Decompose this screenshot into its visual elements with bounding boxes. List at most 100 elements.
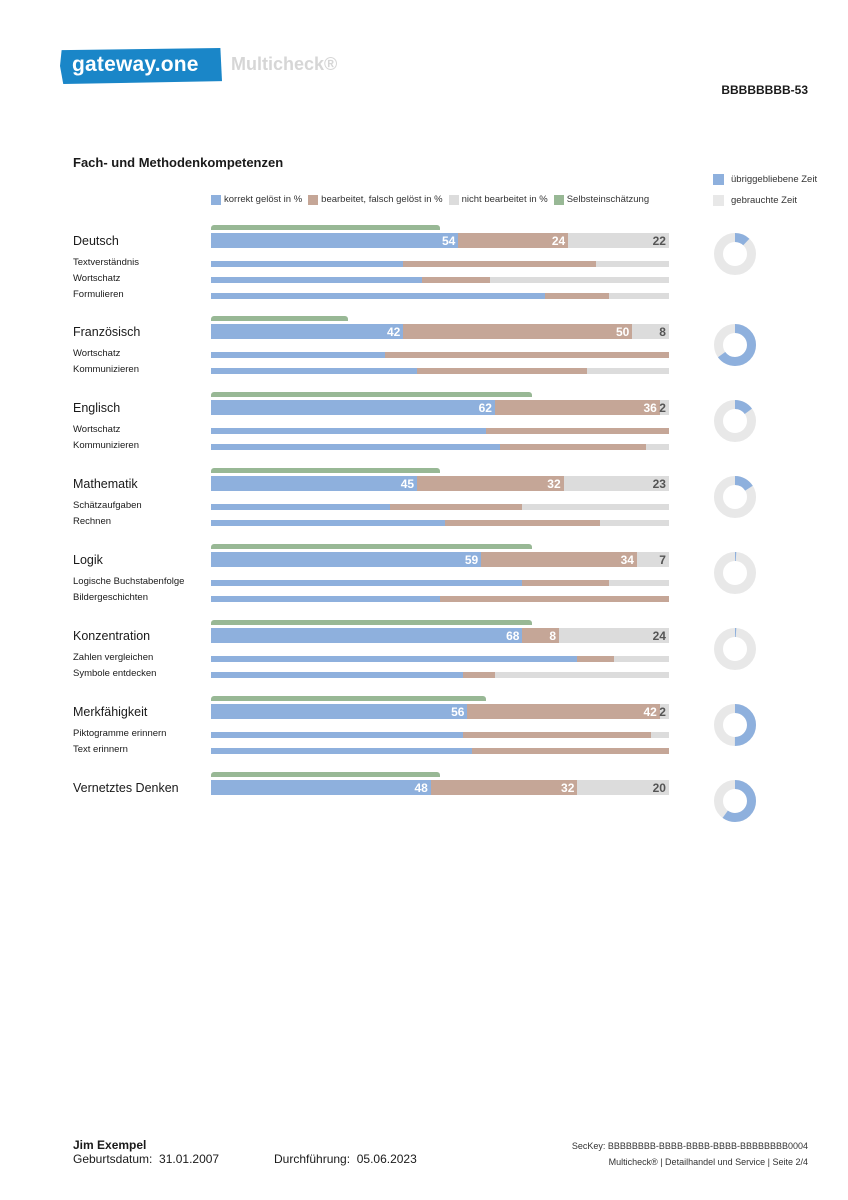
subject-logik-sub-bildergeschichten-wrong-segment [440,596,669,602]
legend-time-used: gebrauchte Zeit [713,195,797,206]
subject-logik-bar: 59 34 7 [211,552,669,567]
subject-mathematik-correct-segment: 45 [211,476,418,491]
subject-merkfähigkeit-sub-text-erinnern-bar [211,748,669,754]
subject-merkfähigkeit-bar: 56 42 2 [211,704,669,719]
logo-text: gateway.one [72,53,199,76]
subject-konzentration-wrong-segment: 8 [522,628,560,643]
subject-deutsch-sub-formulieren-wrong-segment [545,293,610,299]
subject-französisch-sub-wortschatz-label: Wortschatz [73,348,121,359]
birth-date-value: 31.01.2007 [159,1152,220,1166]
legend-not-done: nicht bearbeitet in % [448,194,548,205]
subject-deutsch-sub-formulieren-label: Formulieren [73,289,124,300]
chart-legend: korrekt gelöst in % bearbeitet, falsch g… [211,194,655,205]
subject-französisch-sub-kommunizieren-wrong-segment [417,368,587,374]
legend-wrong-label: bearbeitet, falsch gelöst in % [321,194,443,205]
subject-konzentration-self-assessment-bar [211,620,532,625]
subject-englisch-sub-kommunizieren-bar [211,444,669,450]
subject-mathematik-label: Mathematik [73,477,138,491]
legend-correct-label: korrekt gelöst in % [224,194,303,205]
subject-merkfähigkeit-sub-piktogramme-erinnern-wrong-segment [462,732,651,738]
subject-konzentration-sub-symbole-entdecken-bar [211,672,669,678]
subject-mathematik-sub-rechnen-correct-segment [211,520,445,526]
subject-französisch-sub-kommunizieren-correct-segment [211,368,418,374]
subject-logik-sub-logische-buchstabenfolge-wrong-segment [522,580,610,586]
subject-logik-wrong-value: 34 [620,552,634,567]
subject-englisch-wrong-segment: 36 [494,400,660,415]
subject-mathematik-wrong-value: 32 [547,476,561,491]
subject-deutsch-sub-textverständnis-label: Textverständnis [73,257,140,268]
execution-date-label: Durchführung: [274,1152,351,1166]
subject-mathematik-time-donut [714,476,756,518]
subject-französisch-self-assessment-bar [211,316,349,321]
legend-swatch-time-used [713,195,724,206]
subject-mathematik-sub-schätzaufgaben-bar [211,504,669,510]
subject-englisch-self-assessment-bar [211,392,532,397]
subject-mathematik-not-done-segment: 23 [563,476,669,491]
subject-merkfähigkeit-sub-piktogramme-erinnern-correct-segment [211,732,463,738]
legend-time-left: übriggebliebene Zeit [713,174,817,185]
subject-konzentration-label: Konzentration [73,629,151,643]
legend-not-done-label: nicht bearbeitet in % [461,194,548,205]
subject-mathematik-sub-schätzaufgaben-not-done-segment [522,504,669,510]
subject-logik-time-left-arc [714,552,756,594]
subject-deutsch-sub-wortschatz-bar [211,277,669,283]
legend-self-label: Selbsteinschätzung [566,194,650,205]
subject-französisch-time-left-arc [714,324,756,366]
subject-englisch-sub-wortschatz-bar [211,428,669,434]
subject-vernetztes-denken-bar: 48 32 20 [211,780,669,795]
subject-deutsch-sub-wortschatz-not-done-segment [490,277,669,283]
subject-deutsch-wrong-segment: 24 [458,233,569,248]
subject-vernetztes-denken-correct-value: 48 [414,780,428,795]
subject-merkfähigkeit-not-done-segment: 2 [659,704,669,719]
subject-englisch-sub-kommunizieren-correct-segment [211,444,500,450]
subject-englisch-time-donut [714,400,756,442]
legend-wrong: bearbeitet, falsch gelöst in % [308,194,443,205]
subject-deutsch-not-done-value: 22 [652,233,666,248]
subject-konzentration-not-done-segment: 24 [559,628,669,643]
subject-englisch-not-done-segment: 2 [659,400,669,415]
subject-englisch-label: Englisch [73,401,121,415]
subject-französisch-time-donut [714,324,756,366]
subject-merkfähigkeit-time-left-arc [714,704,756,746]
legend-swatch-wrong [308,194,319,205]
subject-logik-sub-bildergeschichten-correct-segment [211,596,440,602]
subject-mathematik-sub-rechnen-bar [211,520,669,526]
subject-englisch-wrong-value: 36 [643,400,657,415]
subject-deutsch-sub-wortschatz-wrong-segment [421,277,491,283]
subject-mathematik-sub-schätzaufgaben-correct-segment [211,504,390,510]
subject-logik-time-donut [714,552,756,594]
subject-logik-not-done-value: 7 [659,552,666,567]
subject-merkfähigkeit-not-done-value: 2 [659,704,666,719]
subject-deutsch-correct-value: 54 [441,233,456,248]
subject-konzentration-sub-symbole-entdecken-label: Symbole entdecken [73,668,157,679]
subject-logik-correct-segment: 59 [211,552,482,567]
subject-vernetztes-denken-self-assessment-bar [211,772,440,777]
subject-merkfähigkeit-wrong-segment: 42 [467,704,660,719]
subject-mathematik-bar: 45 32 23 [211,476,669,491]
legend-swatch-time-left [713,174,724,185]
subject-deutsch-time-used-ring [714,233,756,275]
subject-logik-sub-logische-buchstabenfolge-label: Logische Buchstabenfolge [73,576,185,587]
subject-französisch-sub-kommunizieren-not-done-segment [586,368,669,374]
page-info: Multicheck® | Detailhandel und Service |… [608,1157,808,1167]
subject-deutsch-sub-textverständnis-bar [211,261,669,267]
subject-konzentration-sub-zahlen-vergleichen-bar [211,656,669,662]
subject-vernetztes-denken-time-left-arc [714,780,756,822]
subject-konzentration-time-used-ring [714,628,756,670]
legend-correct: korrekt gelöst in % [211,194,302,205]
legend-self: Selbsteinschätzung [553,194,650,205]
section-title: Fach- und Methodenkompetenzen [73,155,284,170]
subject-merkfähigkeit-time-donut [714,704,756,746]
subject-mathematik-sub-rechnen-label: Rechnen [73,516,112,527]
subject-deutsch-sub-formulieren-bar [211,293,669,299]
subject-merkfähigkeit-sub-text-erinnern-correct-segment [211,748,473,754]
subject-deutsch-correct-segment: 54 [211,233,459,248]
subject-deutsch-bar: 54 24 22 [211,233,669,248]
seckey: SecKey: BBBBBBBB-BBBB-BBBB-BBBB-BBBBBBBB… [571,1141,808,1151]
subject-merkfähigkeit-label: Merkfähigkeit [73,705,148,719]
subject-mathematik-sub-rechnen-wrong-segment [444,520,601,526]
subject-merkfähigkeit-sub-piktogramme-erinnern-bar [211,732,669,738]
subject-konzentration-bar: 68 8 24 [211,628,669,643]
subject-deutsch-time-left-arc [714,233,756,275]
subject-merkfähigkeit-wrong-value: 42 [643,704,657,719]
